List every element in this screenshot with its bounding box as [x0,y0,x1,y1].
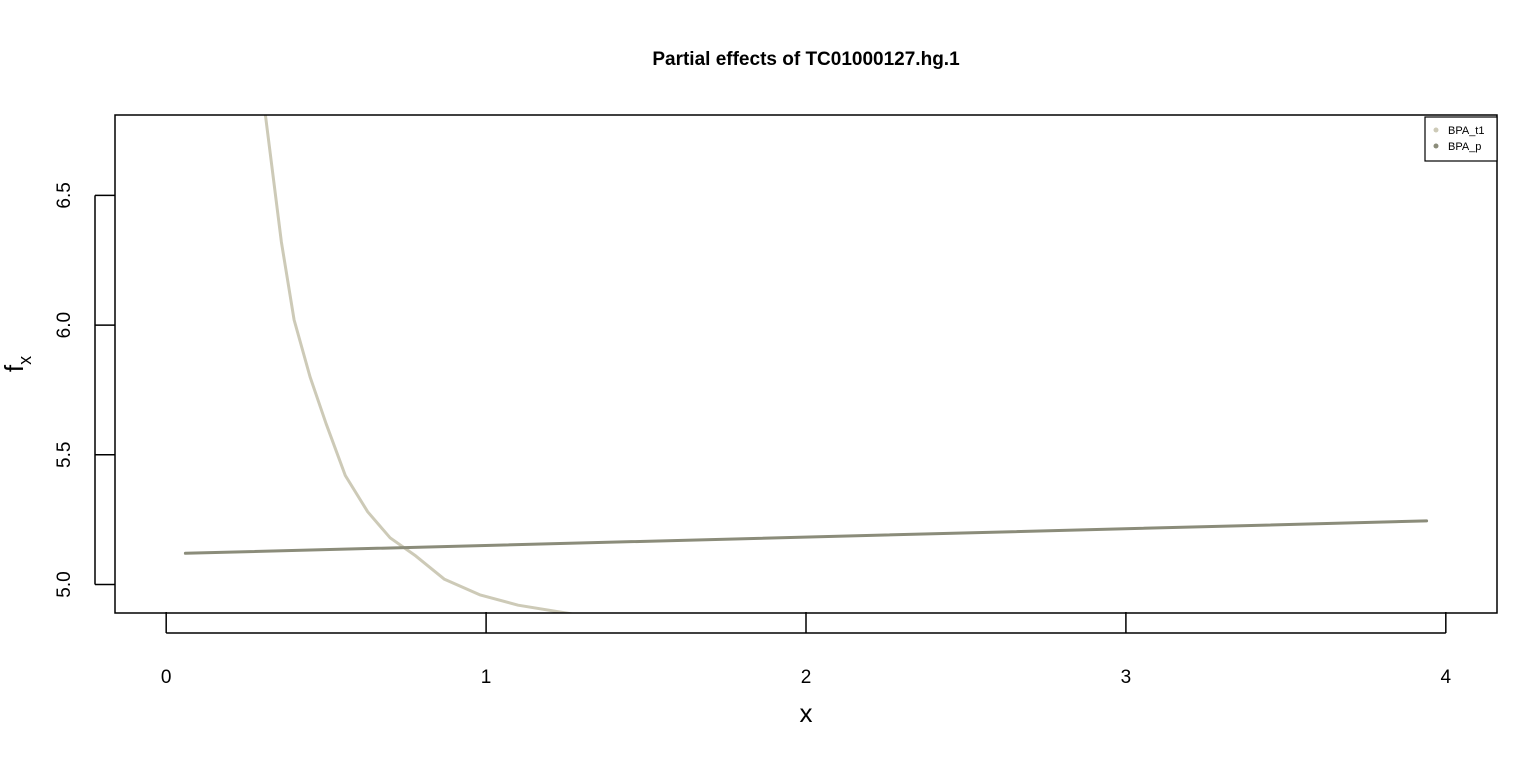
chart-title: Partial effects of TC01000127.hg.1 [652,49,960,70]
legend-box [1424,116,1498,162]
x-tick-label-3: 3 [1121,667,1132,688]
y-axis-label-main: f [0,364,29,372]
x-axis-label: x [800,698,813,728]
y-tick-label-6-0: 6.0 [54,312,75,338]
y-axis-label: fx [0,356,35,372]
y-axis-label-subscript: x [15,356,35,365]
series-line-bpa-t1 [263,115,576,613]
series-layer [183,115,1429,613]
legend-marker-bpa-t1 [1433,127,1439,133]
y-tick-label-5-0: 5.0 [54,571,75,597]
legend-marker-bpa-p [1433,143,1439,149]
legend: BPA_t1 BPA_p [1424,116,1498,162]
x-tick-label-4: 4 [1441,667,1452,688]
legend-label-bpa-t1: BPA_t1 [1448,125,1485,137]
legend-label-bpa-p: BPA_p [1448,141,1481,153]
x-tick-label-1: 1 [481,667,492,688]
series-line-bpa-p [183,519,1429,555]
y-tick-label-6-5: 6.5 [54,182,75,208]
x-axis: 0 1 2 3 4 [161,612,1452,688]
y-axis: 5.0 5.5 6.0 6.5 [54,182,115,598]
y-tick-label-5-5: 5.5 [54,442,75,468]
x-tick-label-0: 0 [161,667,172,688]
x-tick-label-2: 2 [801,667,812,688]
